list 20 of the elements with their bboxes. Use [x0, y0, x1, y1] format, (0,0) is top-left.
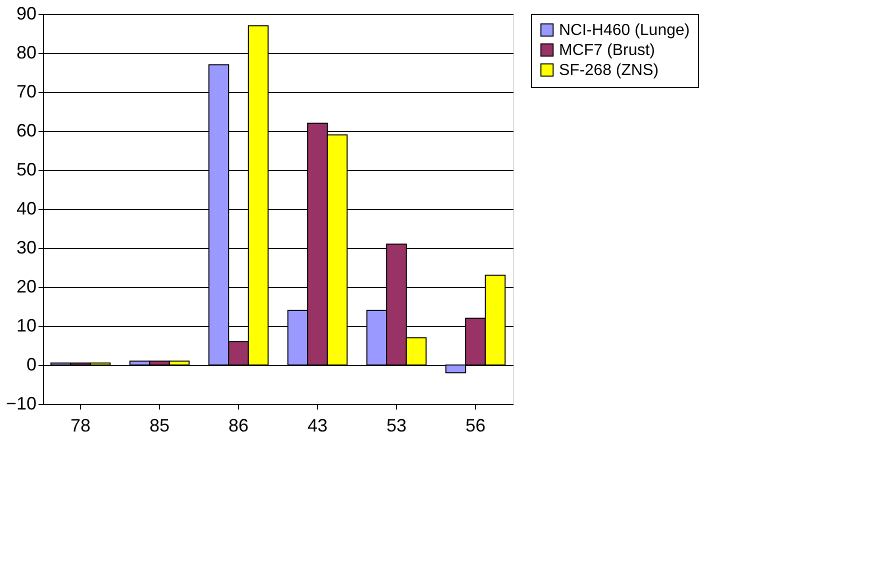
y-tick-label: 20	[16, 276, 36, 296]
y-tick-label: 10	[16, 316, 36, 336]
legend-label: MCF7 (Brust)	[559, 42, 655, 59]
y-tick-label: −10	[6, 394, 36, 414]
x-tick-label: 85	[149, 416, 170, 436]
y-tick-label: 80	[16, 42, 36, 62]
y-tick-label: 50	[16, 160, 36, 180]
y-tick-label: 90	[16, 4, 36, 24]
legend-label: NCI-H460 (Lunge)	[559, 22, 690, 39]
x-tick-label: 86	[228, 416, 249, 436]
legend-label: SF-268 (ZNS)	[559, 62, 659, 79]
x-tick-label: 43	[307, 416, 328, 436]
y-tick-label: 0	[26, 354, 36, 374]
y-tick-label: 30	[16, 238, 36, 258]
x-tick-label: 78	[70, 416, 91, 436]
x-tick-label: 56	[465, 416, 486, 436]
y-tick-label: 40	[16, 198, 36, 218]
y-tick-label: 70	[16, 82, 36, 102]
y-tick-label: 60	[16, 120, 36, 140]
x-tick-label: 53	[386, 416, 407, 436]
